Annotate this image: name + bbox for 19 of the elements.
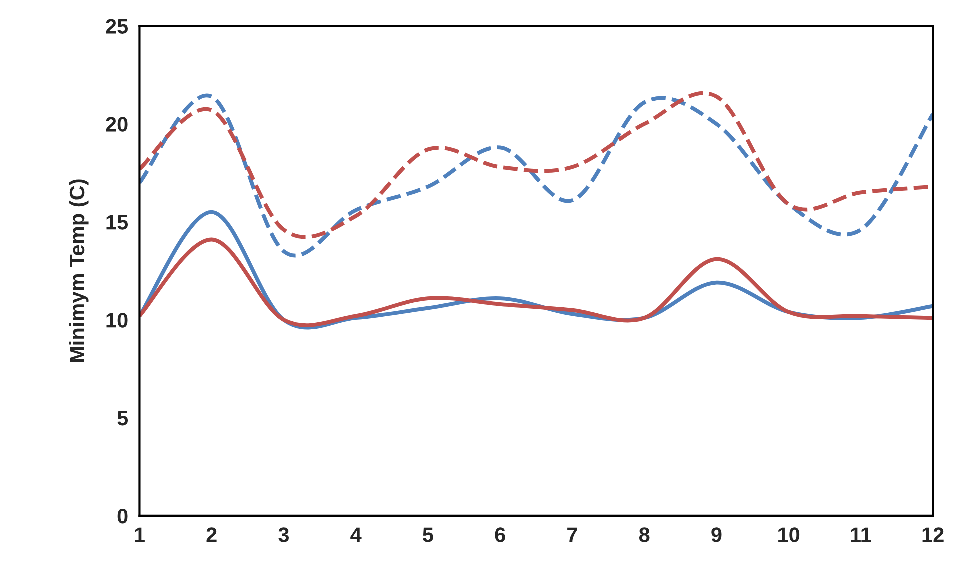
y-tick-label: 10: [106, 313, 128, 328]
y-tick-label: 25: [106, 19, 128, 34]
x-tick-label: 4: [350, 528, 362, 542]
x-tick-label: 2: [206, 528, 217, 542]
y-tick-label: 15: [106, 215, 128, 230]
x-tick-label: 5: [423, 528, 434, 542]
x-tick-label: 6: [495, 528, 506, 542]
x-tick-label: 11: [851, 528, 872, 542]
x-tick-label: 3: [278, 528, 290, 542]
y-tick-label: 5: [118, 411, 128, 426]
x-tick-label: 12: [922, 528, 944, 542]
y-tick-label: 20: [106, 117, 128, 132]
x-tick-label: 1: [135, 528, 145, 542]
x-tick-label: 8: [639, 528, 650, 542]
y-tick-label: 0: [118, 508, 128, 524]
x-tick-label: 9: [712, 528, 722, 542]
x-tick-label: 7: [568, 528, 578, 542]
y-axis-title: Minimym Temp (C): [69, 180, 89, 362]
x-tick-label: 10: [778, 528, 800, 542]
